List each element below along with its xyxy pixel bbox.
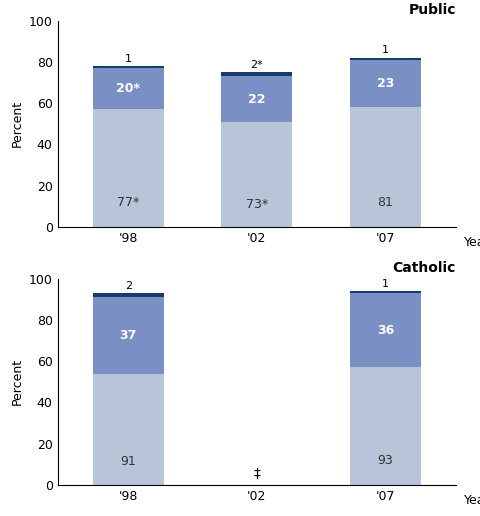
Bar bbox=[93, 297, 164, 374]
Bar bbox=[93, 109, 164, 227]
Text: 1: 1 bbox=[382, 279, 389, 288]
Text: Catholic: Catholic bbox=[393, 261, 456, 275]
Text: 22: 22 bbox=[248, 92, 265, 106]
Bar bbox=[350, 107, 420, 227]
Text: 23: 23 bbox=[377, 77, 394, 90]
Text: 77*: 77* bbox=[117, 197, 139, 209]
Bar bbox=[350, 60, 420, 107]
Bar bbox=[350, 58, 420, 60]
Bar bbox=[350, 367, 420, 485]
Text: 1: 1 bbox=[382, 45, 389, 55]
Bar bbox=[93, 66, 164, 68]
Text: 81: 81 bbox=[377, 196, 393, 209]
Y-axis label: Percent: Percent bbox=[10, 100, 24, 148]
Bar bbox=[93, 68, 164, 109]
Bar bbox=[350, 291, 420, 293]
Text: 36: 36 bbox=[377, 324, 394, 337]
Text: ‡: ‡ bbox=[253, 467, 260, 481]
Text: 37: 37 bbox=[120, 329, 137, 342]
Text: 2: 2 bbox=[125, 281, 132, 291]
Text: 20*: 20* bbox=[116, 82, 140, 95]
Text: Year: Year bbox=[464, 236, 480, 249]
Bar bbox=[221, 122, 292, 227]
Text: 2*: 2* bbox=[251, 60, 263, 70]
Bar bbox=[221, 76, 292, 122]
Text: 93: 93 bbox=[377, 455, 393, 467]
Text: Public: Public bbox=[408, 3, 456, 17]
Text: 1: 1 bbox=[125, 54, 132, 63]
Bar bbox=[93, 293, 164, 297]
Text: 73*: 73* bbox=[246, 198, 268, 211]
Text: Year: Year bbox=[464, 494, 480, 507]
Text: 91: 91 bbox=[120, 455, 136, 469]
Bar bbox=[221, 72, 292, 76]
Y-axis label: Percent: Percent bbox=[10, 358, 24, 406]
Bar bbox=[350, 293, 420, 367]
Bar bbox=[93, 374, 164, 485]
